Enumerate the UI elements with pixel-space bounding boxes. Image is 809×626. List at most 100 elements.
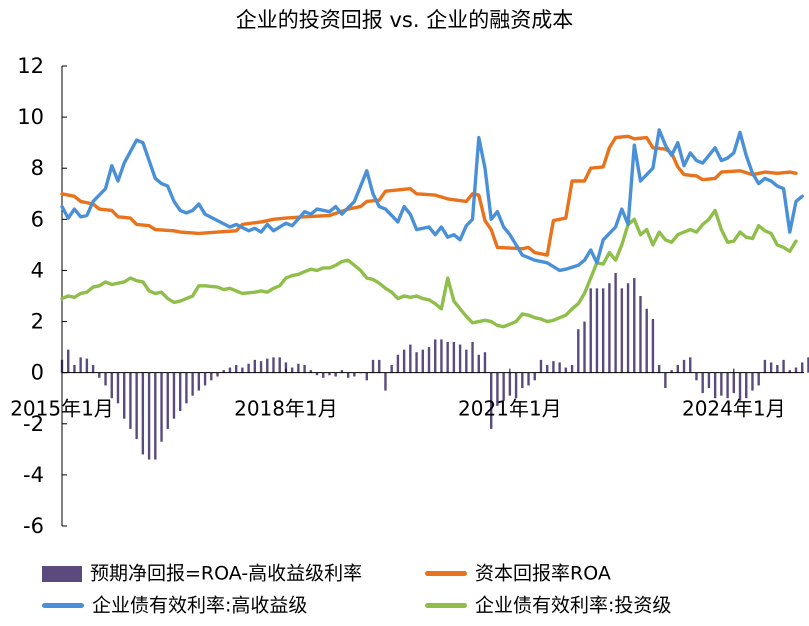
net-return-bar	[533, 372, 536, 381]
net-return-bar	[415, 352, 418, 373]
net-return-bar	[626, 283, 630, 373]
net-return-bar	[446, 342, 449, 373]
net-return-bar	[390, 365, 393, 373]
y-tick-label: 10	[17, 105, 44, 129]
chart-axes	[61, 66, 804, 526]
net-return-bar	[670, 370, 673, 373]
net-return-bar	[751, 372, 754, 391]
net-return-bar	[595, 288, 599, 373]
net-return-bar	[794, 367, 798, 373]
net-return-bar	[490, 372, 493, 429]
x-tick-label: 2021年1月	[458, 397, 562, 421]
net-return-bar	[713, 372, 717, 399]
legend-swatch-roa	[425, 571, 467, 576]
x-tick-label: 2024年1月	[682, 397, 786, 421]
line-series-group	[60, 128, 804, 329]
net-return-bar	[353, 372, 356, 377]
net-return-bar	[409, 344, 412, 373]
legend-label-high-yield: 企业债有效利率:高收益级	[92, 594, 308, 617]
net-return-bar	[483, 352, 487, 373]
net-return-bar	[614, 273, 617, 373]
net-return-bar	[290, 367, 294, 373]
y-tick-label: -4	[23, 463, 44, 487]
net-return-bar	[129, 372, 132, 429]
net-return-bar	[303, 365, 306, 373]
net-return-bar	[471, 342, 474, 373]
high-yield-line	[60, 128, 804, 273]
y-tick-label: -2	[23, 412, 44, 436]
net-return-bar	[689, 357, 692, 373]
net-return-bar	[502, 372, 505, 401]
net-return-bar	[234, 365, 238, 373]
net-return-bar	[782, 359, 785, 373]
net-return-bar	[608, 283, 611, 373]
net-return-bar	[340, 370, 344, 373]
net-return-bar	[147, 372, 151, 460]
net-return-bar	[427, 347, 431, 373]
legend-label-roa: 资本回报率ROA	[475, 562, 611, 585]
net-return-bar	[191, 372, 194, 396]
legend-swatch-high-yield	[42, 603, 84, 608]
net-return-bar	[527, 372, 530, 386]
net-return-bar	[601, 288, 605, 373]
net-return-bar	[253, 359, 257, 373]
roa-line	[60, 134, 798, 257]
net-return-bar	[166, 372, 169, 429]
net-return-bar	[521, 372, 524, 388]
net-return-bar	[577, 329, 580, 373]
net-return-bar	[738, 372, 742, 401]
net-return-bar	[788, 370, 791, 373]
net-return-bar	[583, 321, 586, 373]
legend-label-bars: 预期净回报=ROA-高收益级利率	[90, 562, 363, 585]
net-return-bar	[104, 372, 107, 386]
net-return-bar	[477, 354, 480, 373]
net-return-bar	[197, 372, 201, 391]
net-return-bar	[79, 357, 82, 373]
legend-item-investment-grade: 企业债有效利率:投资级	[425, 593, 671, 618]
net-return-bar	[123, 372, 126, 419]
net-return-bar	[309, 370, 313, 373]
net-return-bar	[452, 342, 456, 373]
net-return-bar	[216, 372, 219, 377]
net-return-bar	[545, 365, 549, 373]
net-return-bar	[384, 372, 387, 391]
net-return-bar	[259, 361, 263, 373]
net-return-bar	[695, 372, 698, 381]
net-return-bar	[745, 372, 748, 399]
net-return-bar	[769, 362, 773, 373]
net-return-bar	[284, 362, 288, 373]
net-return-bar	[720, 372, 723, 396]
tick-labels: -6 -4 -2 0 2 4 6 8 10 12 2015年1月 2018年1月 2021年1月 2024…	[10, 54, 785, 538]
y-tick-label: 6	[31, 207, 44, 231]
net-return-bar	[726, 372, 729, 399]
net-return-bar	[116, 372, 120, 404]
net-return-bar	[682, 359, 686, 373]
net-return-bar	[371, 359, 375, 373]
net-return-bar	[807, 357, 809, 373]
x-tick-label: 2015年1月	[10, 397, 114, 421]
net-return-bar	[732, 372, 735, 394]
legend-item-bars: 预期净回报=ROA-高收益级利率	[42, 561, 362, 586]
net-return-bar	[203, 372, 207, 386]
net-return-bar	[558, 362, 561, 373]
net-return-bar	[508, 372, 512, 396]
net-return-bar	[346, 372, 350, 378]
net-return-bar	[763, 359, 767, 373]
y-tick-label: 0	[31, 361, 44, 385]
net-return-bar	[98, 372, 101, 378]
net-return-bar	[210, 372, 213, 381]
net-return-bar	[172, 372, 176, 419]
net-return-bar	[334, 372, 337, 377]
legend-item-roa: 资本回报率ROA	[425, 561, 611, 586]
chart-title: 企业的投资回报 vs. 企业的融资成本	[235, 8, 574, 32]
net-return-bar	[651, 319, 655, 373]
net-return-bar	[73, 365, 76, 373]
net-return-bar	[154, 372, 157, 460]
net-return-bar	[776, 365, 779, 373]
y-tick-label: -6	[23, 514, 44, 538]
net-return-bar	[91, 365, 95, 373]
net-return-bar	[378, 359, 381, 373]
net-return-bar	[185, 372, 188, 404]
net-return-bar	[67, 349, 70, 373]
net-return-bar	[514, 372, 518, 399]
